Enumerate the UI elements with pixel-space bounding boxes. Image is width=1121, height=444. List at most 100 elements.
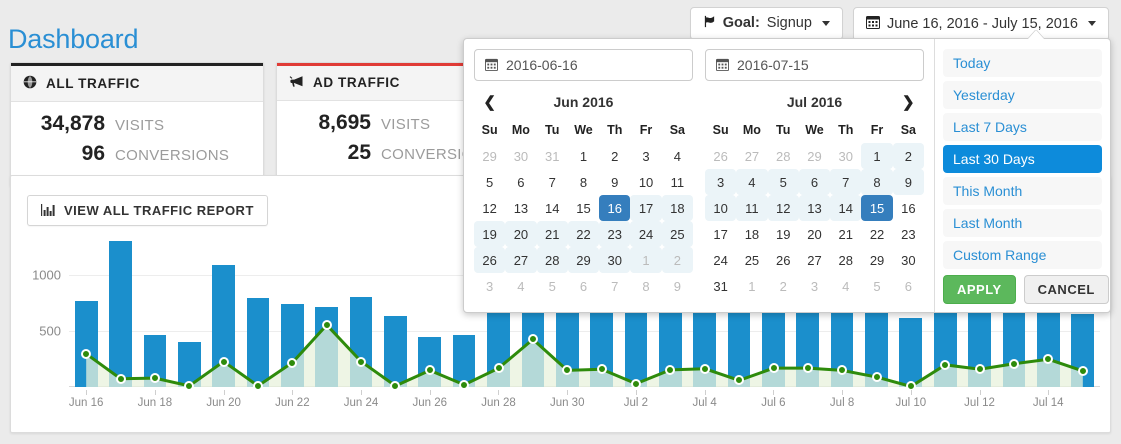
line-marker[interactable]	[734, 375, 745, 386]
calendar-day[interactable]: 3	[705, 169, 737, 195]
end-date-input[interactable]: 2016-07-15	[705, 49, 924, 81]
daterange-button[interactable]: June 16, 2016 - July 15, 2016	[852, 7, 1109, 41]
line-marker[interactable]	[115, 373, 126, 384]
chart-bar[interactable]	[143, 334, 167, 387]
calendar-day[interactable]: 4	[736, 169, 768, 195]
calendar-day[interactable]: 3	[486, 278, 494, 294]
date-range-picker[interactable]: 2016-06-16 2016-07-15 ❮ Jun 2016	[463, 38, 1111, 313]
calendar-day[interactable]: 28	[838, 252, 853, 268]
line-marker[interactable]	[699, 363, 710, 374]
calendar-day[interactable]: 11	[670, 174, 685, 190]
calendar-day[interactable]: 27	[807, 252, 822, 268]
calendar-day[interactable]: 29	[482, 148, 497, 164]
calendar-day[interactable]: 21	[838, 226, 853, 242]
chart-bar[interactable]	[693, 307, 716, 387]
calendar-day[interactable]: 23	[901, 226, 916, 242]
chart-bar[interactable]	[109, 240, 132, 387]
calendar-day[interactable]: 6	[798, 169, 831, 195]
calendar-day[interactable]: 18	[744, 226, 760, 242]
preset-range-yesterday[interactable]: Yesterday	[943, 81, 1102, 109]
calendar-day[interactable]: 3	[810, 278, 819, 294]
calendar-day[interactable]: 11	[736, 195, 768, 221]
calendar-day[interactable]: 17	[630, 195, 662, 221]
preset-range-custom-range[interactable]: Custom Range	[943, 241, 1102, 269]
calendar-day[interactable]: 27	[744, 148, 760, 164]
calendar-day[interactable]: 5	[873, 278, 881, 294]
calendar-day[interactable]: 4	[842, 278, 850, 294]
bar-slot[interactable]	[378, 232, 412, 387]
calendar-day[interactable]: 6	[904, 278, 912, 294]
calendar-day[interactable]: 14	[830, 195, 862, 221]
chart-bar[interactable]	[658, 309, 682, 387]
calendar-day[interactable]: 20	[807, 226, 822, 242]
calendar-day[interactable]: 23	[599, 221, 631, 247]
preset-range-last-month[interactable]: Last Month	[943, 209, 1102, 237]
calendar-day[interactable]: 29	[807, 148, 822, 164]
bar-slot[interactable]	[172, 232, 206, 387]
calendar-day[interactable]: 30	[599, 247, 631, 273]
calendar-day[interactable]: 10	[705, 195, 737, 221]
calendar-day[interactable]: 22	[567, 221, 600, 247]
calendar-day[interactable]: 19	[775, 226, 791, 242]
calendar-day[interactable]: 9	[892, 169, 924, 195]
bar-slot[interactable]	[653, 232, 687, 387]
calendar-day[interactable]: 9	[673, 278, 681, 294]
calendar-day[interactable]: 2	[779, 278, 787, 294]
calendar-days[interactable]: 29 30 31 1 2 3 4 5 6 7 8 9 10 11 12 13 14 15 16 17 18 19 20 21 2…	[474, 143, 693, 299]
line-marker[interactable]	[253, 380, 264, 391]
calendar-day[interactable]: 15	[861, 195, 893, 221]
line-marker[interactable]	[424, 365, 435, 376]
calendar-day[interactable]: 8	[642, 278, 650, 294]
calendar-day[interactable]: 6	[579, 278, 588, 294]
bar-slot[interactable]	[894, 232, 928, 387]
chart-bar[interactable]	[384, 316, 407, 387]
chart-bar[interactable]	[899, 318, 923, 387]
calendar-day[interactable]: 29	[567, 247, 600, 273]
preset-range-today[interactable]: Today	[943, 49, 1102, 77]
preset-range-last-7-days[interactable]: Last 7 Days	[943, 113, 1102, 141]
calendar-day[interactable]: 30	[838, 148, 853, 164]
calendar-day[interactable]: 28	[536, 247, 568, 273]
chart-bar[interactable]	[830, 309, 854, 387]
line-marker[interactable]	[1043, 354, 1054, 365]
calendar-day[interactable]: 25	[744, 252, 760, 268]
bar-slot[interactable]	[825, 232, 859, 387]
cancel-button[interactable]: CANCEL	[1023, 275, 1109, 304]
calendar-day[interactable]: 13	[513, 200, 529, 216]
line-marker[interactable]	[1077, 365, 1088, 376]
calendar-day[interactable]: 30	[513, 148, 529, 164]
bar-slot[interactable]	[584, 232, 618, 387]
chart-bar[interactable]	[212, 265, 235, 387]
calendar-day[interactable]: 3	[642, 148, 650, 164]
line-marker[interactable]	[218, 356, 229, 367]
bar-slot[interactable]	[859, 232, 893, 387]
view-all-traffic-report-button[interactable]: VIEW ALL TRAFFIC REPORT	[27, 195, 268, 226]
calendar-day[interactable]: 7	[611, 278, 619, 294]
calendar-day[interactable]: 31	[544, 148, 560, 164]
calendar-day[interactable]: 27	[505, 247, 537, 273]
bar-slot[interactable]	[619, 232, 653, 387]
calendar-day[interactable]: 1	[579, 148, 588, 164]
preset-range-list[interactable]: Today Yesterday Last 7 Days Last 30 Days Thi…	[943, 49, 1102, 269]
chart-bar[interactable]	[865, 310, 888, 387]
calendar-day[interactable]: 24	[713, 252, 728, 268]
line-marker[interactable]	[321, 320, 332, 330]
chart-bar[interactable]	[177, 341, 201, 387]
card-all-traffic[interactable]: ALL TRAFFIC 34,878 VISITS 96 CONVERSIONS	[10, 62, 264, 187]
bar-slot[interactable]	[722, 232, 756, 387]
calendar-day[interactable]: 20	[505, 221, 537, 247]
line-marker[interactable]	[562, 365, 573, 376]
line-marker[interactable]	[596, 364, 607, 375]
calendar-day[interactable]: 6	[517, 174, 525, 190]
calendar-day[interactable]: 14	[544, 200, 560, 216]
calendar-day[interactable]: 24	[630, 221, 662, 247]
calendar-day[interactable]: 26	[713, 148, 728, 164]
line-marker[interactable]	[81, 348, 92, 359]
line-marker[interactable]	[837, 365, 848, 376]
calendar-day[interactable]: 4	[673, 148, 681, 164]
next-month-button[interactable]: ❯	[893, 89, 924, 117]
calendar-day[interactable]: 25	[661, 221, 693, 247]
calendar-day[interactable]: 2	[611, 148, 619, 164]
chart-bar[interactable]	[590, 302, 613, 387]
calendar-day[interactable]: 13	[798, 195, 831, 221]
